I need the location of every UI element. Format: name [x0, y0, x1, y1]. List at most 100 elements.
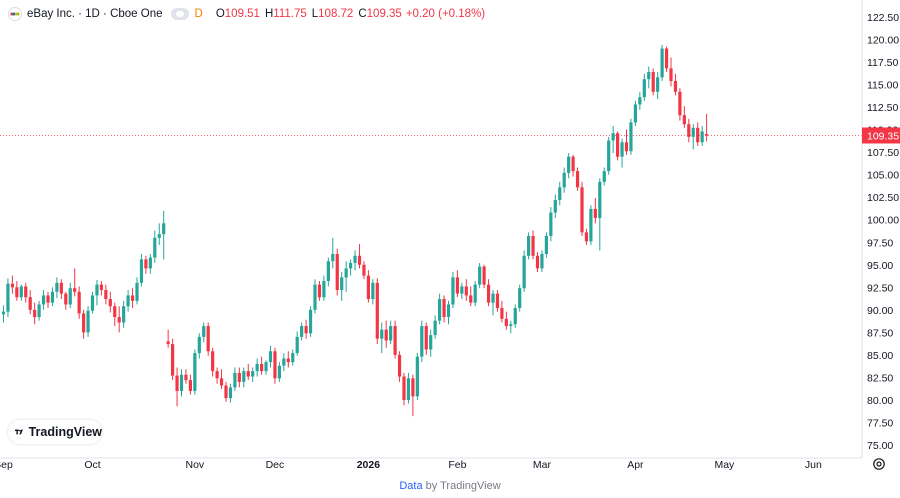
candle-body — [322, 281, 326, 298]
candle-body — [237, 372, 241, 382]
candle-body — [349, 262, 353, 269]
candle-body — [549, 212, 553, 236]
y-tick-label: 82.50 — [867, 372, 893, 384]
candle-body — [157, 234, 161, 238]
y-tick-label: 90.00 — [867, 305, 893, 317]
y-tick-label: 80.00 — [867, 395, 893, 407]
candle-body — [313, 284, 317, 310]
candle-body — [575, 171, 580, 188]
candle-body — [6, 283, 10, 312]
candle-body — [651, 71, 655, 92]
candle-body — [620, 142, 624, 157]
tradingview-logo[interactable]: TradingView — [8, 420, 102, 444]
candle-body — [451, 277, 455, 305]
candle-body — [242, 371, 246, 382]
symbol-title[interactable]: eBay Inc. · 1D · Cboe One — [27, 8, 163, 20]
candle-body — [375, 282, 379, 339]
x-tick-label: Dec — [266, 459, 285, 471]
low-label: L — [311, 8, 319, 20]
candle-body — [286, 358, 290, 363]
candle-body — [335, 253, 339, 291]
candle-body — [442, 299, 446, 318]
candle-body — [629, 122, 633, 152]
delayed-flag[interactable]: D — [194, 8, 203, 20]
candle-body — [660, 48, 664, 78]
y-tick-label: 115.00 — [867, 80, 898, 92]
candle-body — [188, 380, 192, 391]
x-tick-label: Apr — [627, 459, 644, 471]
y-tick-label: 102.50 — [867, 192, 899, 204]
y-tick-label: 87.50 — [867, 327, 893, 339]
candle-body — [371, 282, 375, 300]
candle-body — [691, 127, 695, 137]
candle-body — [522, 255, 526, 289]
last-price-box — [862, 127, 900, 144]
candle-body — [59, 282, 63, 294]
candle-body — [99, 284, 103, 291]
candle-body — [228, 387, 233, 399]
candle-body — [104, 290, 108, 300]
candle-body — [113, 306, 117, 318]
candle-body — [139, 259, 144, 283]
candle-body — [130, 295, 135, 301]
candle-body — [687, 124, 691, 137]
candle-body — [433, 320, 437, 336]
candle-body — [126, 295, 130, 307]
candle-body — [86, 310, 90, 333]
open-value: 109.51 — [224, 8, 260, 20]
y-axis[interactable]: 75.00 77.50 80.00 82.50 85.00 87.50 90.00 92.50… — [867, 12, 899, 452]
candle-body — [1, 311, 6, 315]
candle-body — [642, 79, 646, 98]
candle-body — [246, 371, 250, 377]
candle-body — [531, 235, 535, 256]
candle-body — [495, 293, 500, 309]
candle-body — [260, 363, 264, 372]
last-price-label: 109.35 — [862, 127, 900, 144]
candle-body — [562, 172, 566, 188]
close-label: C — [358, 8, 367, 20]
candle-body — [215, 371, 219, 379]
candle-body — [415, 356, 419, 397]
candle-body — [700, 131, 704, 143]
candle-body — [55, 282, 59, 292]
candle-body — [682, 115, 686, 125]
candle-body — [469, 295, 473, 303]
tradingview-logo-text: TradingView — [28, 425, 102, 439]
data-link[interactable]: Data — [399, 480, 423, 492]
candle-body — [24, 286, 28, 298]
candle-body — [206, 326, 210, 352]
x-tick-label: Mar — [533, 459, 552, 471]
symbol-legend: eBay Inc. · 1D · Cboe One D O 109.51 H 111… — [8, 5, 485, 23]
market-status-icon — [170, 8, 189, 20]
candle-body — [411, 378, 415, 397]
candle-body — [308, 309, 313, 334]
tradingview-logo-icon — [15, 429, 23, 435]
y-tick-label: 75.00 — [867, 440, 893, 452]
candle-body — [482, 266, 486, 285]
candle-body — [380, 329, 384, 339]
settings-gear-icon[interactable] — [872, 457, 886, 471]
candle-body — [438, 299, 442, 321]
candle-body — [273, 351, 277, 379]
candle-body — [197, 336, 201, 354]
candle-body — [255, 363, 259, 372]
candle-body — [633, 104, 637, 123]
candle-body — [589, 208, 593, 242]
candle-body — [41, 295, 46, 305]
candle-body — [366, 275, 370, 300]
candle-body — [397, 354, 402, 377]
candle-body — [535, 255, 540, 269]
candle-body — [624, 142, 629, 152]
candle-body — [317, 284, 322, 298]
candle-body — [117, 317, 121, 323]
candle-body — [504, 318, 508, 327]
candle-body — [166, 341, 170, 345]
x-axis[interactable]: Sep Oct Nov Dec 2026 Feb Mar Apr May Jun — [0, 459, 822, 471]
x-tick-label: 2026 — [357, 459, 381, 471]
y-tick-label: 100.00 — [867, 215, 899, 227]
candle-body — [656, 77, 660, 92]
candle-body — [638, 97, 642, 105]
candle-body — [77, 291, 81, 314]
y-tick-label: 85.00 — [867, 350, 893, 362]
